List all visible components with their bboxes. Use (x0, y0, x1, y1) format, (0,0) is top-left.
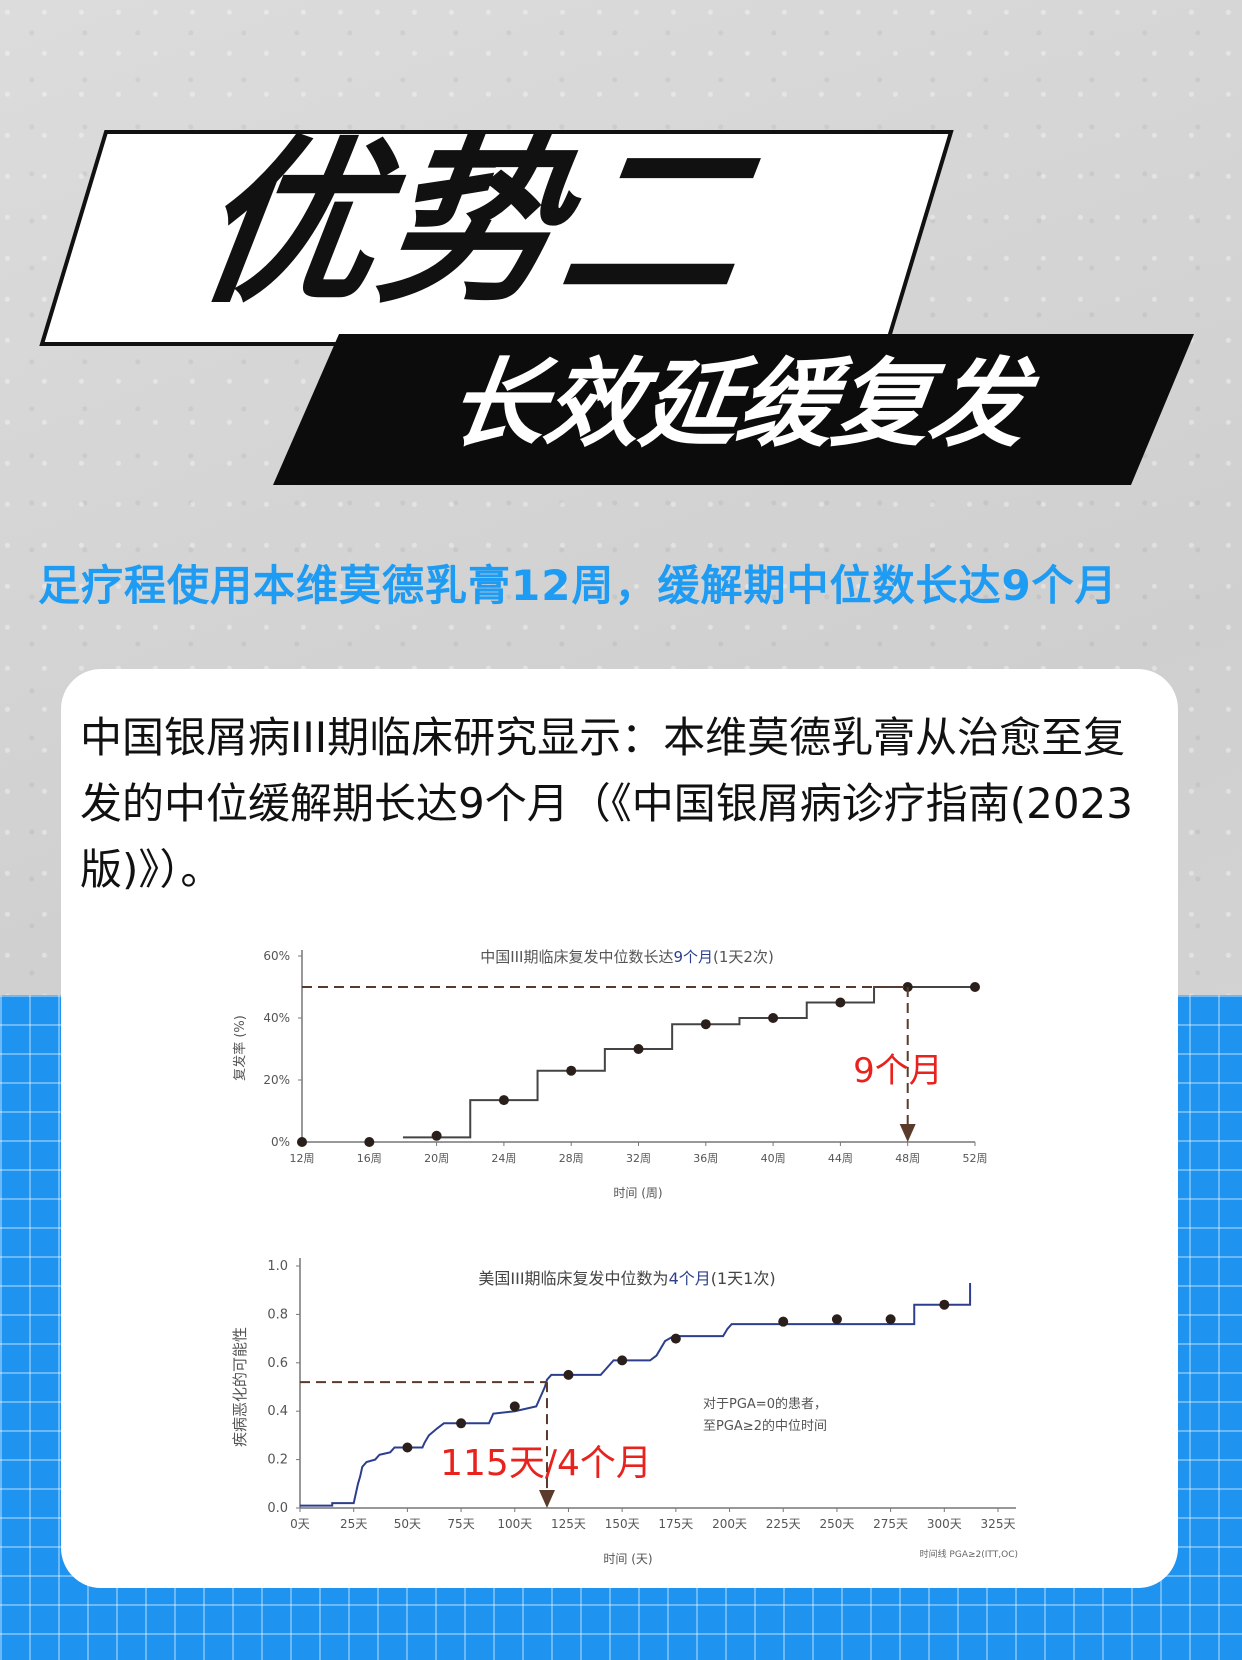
data-point (617, 1355, 628, 1366)
data-point (566, 1065, 577, 1076)
title-banner (39, 130, 1194, 485)
x-tick-label: 150天 (605, 1517, 640, 1531)
chart-title: 美国III期临床复发中位数为4个月(1天1次) (478, 1269, 775, 1288)
footnote: 时间线 PGA≥2(ITT,OC) (920, 1548, 1018, 1560)
x-tick-label: 0天 (290, 1517, 310, 1531)
x-tick-label: 52周 (963, 1152, 988, 1165)
x-tick-label: 24周 (491, 1152, 516, 1165)
y-tick-label: 60% (263, 949, 290, 963)
y-tick-label: 0.8 (267, 1307, 288, 1322)
x-tick-label: 25天 (340, 1517, 367, 1531)
x-tick-label: 175天 (658, 1517, 693, 1531)
x-tick-label: 48周 (895, 1152, 920, 1165)
chart-title: 中国III期临床复发中位数长达9个月(1天2次) (480, 948, 774, 966)
x-tick-label: 36周 (693, 1152, 718, 1165)
data-point (563, 1369, 574, 1380)
chart-china: 中国III期临床复发中位数长达9个月(1天2次) 时间 (周) 复发率 (%) … (232, 948, 988, 1200)
data-point (670, 1333, 681, 1344)
median-arrow-icon (538, 1490, 555, 1508)
data-point (402, 1442, 413, 1453)
x-tick-label: 12周 (290, 1152, 315, 1165)
data-point (498, 1095, 509, 1106)
data-point (364, 1137, 375, 1147)
x-tick-label: 75天 (447, 1517, 474, 1531)
x-tick-label: 325天 (981, 1517, 1016, 1531)
x-tick-label: 100天 (497, 1517, 532, 1531)
y-axis-label: 复发率 (%) (232, 1015, 248, 1081)
y-tick-label: 0.4 (267, 1404, 288, 1419)
x-tick-label: 16周 (357, 1152, 382, 1165)
y-tick-label: 1.0 (267, 1259, 288, 1274)
y-tick-label: 0.6 (267, 1356, 288, 1371)
card-body-text: 中国银屑病III期临床研究显示：本维莫德乳膏从治愈至复发的中位缓解期长达9个月（… (80, 713, 1133, 894)
median-arrow-icon (899, 1124, 916, 1142)
y-tick-label: 0% (271, 1135, 290, 1149)
y-tick-label: 40% (263, 1011, 290, 1025)
data-point (297, 1137, 307, 1147)
data-point (431, 1130, 442, 1141)
note-line-2: 至PGA≥2的中位时间 (703, 1418, 827, 1434)
x-tick-label: 225天 (766, 1517, 801, 1531)
x-tick-label: 40周 (761, 1152, 786, 1165)
data-point (939, 1299, 950, 1310)
data-point (456, 1418, 467, 1429)
x-tick-label: 200天 (712, 1517, 747, 1531)
data-point (831, 1314, 842, 1325)
series-step-line (300, 1282, 972, 1507)
x-axis-label: 时间 (周) (613, 1186, 662, 1200)
content-card (61, 669, 1178, 1588)
data-point (778, 1316, 789, 1327)
data-point (885, 1314, 896, 1325)
data-point (835, 997, 846, 1008)
x-axis-label: 时间 (天) (603, 1552, 652, 1566)
y-tick-label: 0.2 (267, 1453, 288, 1468)
data-point (970, 982, 980, 992)
x-tick-label: 250天 (819, 1517, 854, 1531)
chart-us: 美国III期临床复发中位数为4个月(1天1次) 时间 (天) 疾病恶化的可能性 … (231, 1258, 1018, 1566)
x-tick-label: 44周 (828, 1152, 853, 1165)
x-tick-label: 300天 (927, 1517, 962, 1531)
y-axis-label: 疾病恶化的可能性 (231, 1327, 249, 1447)
data-point (768, 1013, 779, 1023)
y-tick-label: 0.0 (267, 1501, 288, 1516)
subtitle-black-parallelogram (273, 334, 1194, 485)
x-tick-label: 20周 (424, 1152, 449, 1165)
headline: 足疗程使用本维莫德乳膏12周，缓解期中位数长达9个月 (38, 561, 1118, 610)
x-tick-label: 125天 (551, 1517, 586, 1531)
data-point (700, 1019, 711, 1030)
note-line-1: 对于PGA=0的患者， (703, 1396, 827, 1412)
data-point (633, 1044, 644, 1054)
x-tick-label: 50天 (394, 1517, 421, 1531)
x-tick-label: 28周 (559, 1152, 584, 1165)
x-tick-label: 32周 (626, 1152, 651, 1165)
y-tick-label: 20% (263, 1073, 290, 1087)
data-point (509, 1401, 520, 1412)
median-annotation: 9个月 (853, 1051, 943, 1091)
x-tick-label: 275天 (873, 1517, 908, 1531)
